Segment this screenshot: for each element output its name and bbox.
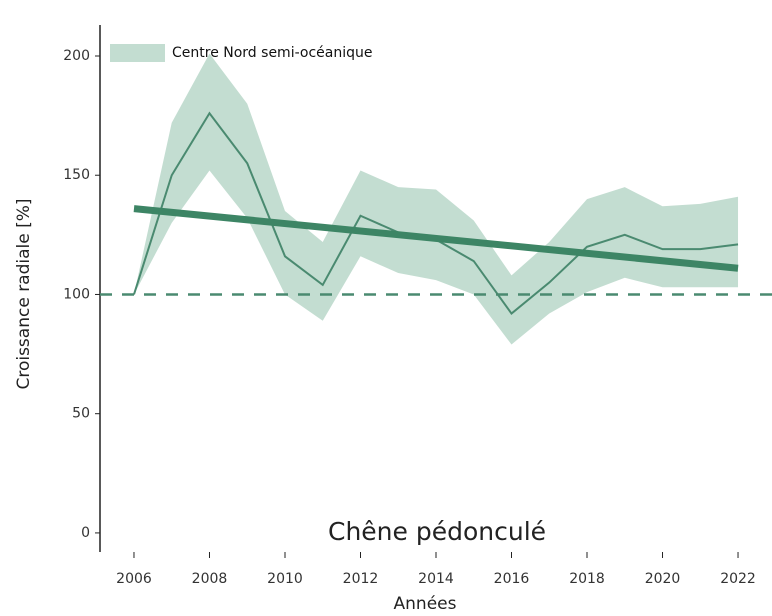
x-tick-label: 2016 — [494, 571, 530, 587]
x-tick-label: 2018 — [569, 571, 605, 587]
confidence-band — [133, 53, 739, 345]
x-tick-label: 2010 — [267, 571, 303, 587]
x-tick-label: 2022 — [720, 571, 756, 587]
x-tick-label: 2020 — [645, 571, 681, 587]
chart-title: Chêne pédonculé — [328, 517, 546, 546]
y-tick-label: 200 — [63, 48, 90, 64]
x-tick-label: 2014 — [418, 571, 454, 587]
trend-line — [133, 205, 739, 272]
legend-label: Centre Nord semi-océanique — [172, 45, 372, 61]
y-tick-label: 50 — [72, 406, 90, 422]
x-axis-label: Années — [394, 594, 457, 614]
y-axis-label: Croissance radiale [%] — [14, 198, 34, 389]
y-tick-label: 100 — [63, 286, 90, 302]
x-tick-label: 2008 — [192, 571, 228, 587]
x-tick-label: 2006 — [116, 571, 152, 587]
x-tick-label: 2012 — [343, 571, 379, 587]
y-tick-label: 150 — [63, 167, 90, 183]
legend-swatch — [110, 44, 165, 62]
y-tick-label: 0 — [81, 525, 90, 541]
